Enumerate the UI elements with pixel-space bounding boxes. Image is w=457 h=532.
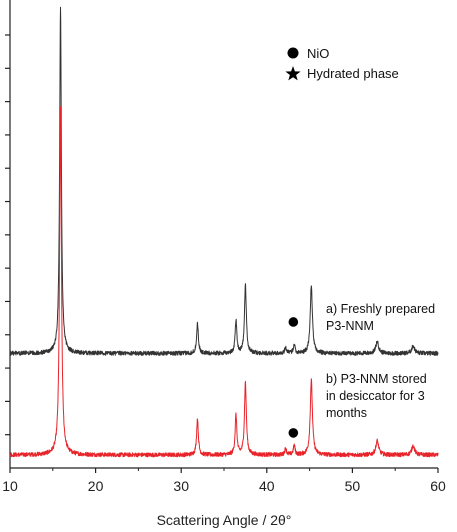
nio-marker xyxy=(288,428,299,438)
x-tick-label: 40 xyxy=(259,478,275,494)
x-axis-title: Scattering Angle / 2θ° xyxy=(157,512,292,528)
series-line-b xyxy=(9,106,439,458)
x-tick-label: 10 xyxy=(2,478,18,494)
nio-marker xyxy=(288,317,299,327)
x-tick-label: 20 xyxy=(88,478,104,494)
annotation-b-line-3: months xyxy=(326,406,367,420)
legend: NiO Hydrated phase xyxy=(285,46,399,81)
annotation-a: a) Freshly prepared P3-NNM xyxy=(326,302,435,333)
x-tick-label: 30 xyxy=(173,478,189,494)
series-layer xyxy=(9,6,439,458)
series-line-a xyxy=(9,6,439,356)
markers-layer xyxy=(288,317,299,438)
x-ticks xyxy=(9,468,439,473)
annotation-b: b) P3-NNM stored in desiccator for 3 mon… xyxy=(326,372,427,420)
annotation-b-line-1: b) P3-NNM stored xyxy=(326,372,427,386)
x-tick-labels: 10 20 30 40 50 60 xyxy=(2,478,446,494)
legend-star-icon xyxy=(285,66,301,81)
annotation-b-line-2: in desiccator for 3 xyxy=(326,389,425,403)
x-tick-label: 60 xyxy=(430,478,446,494)
annotation-a-line-1: a) Freshly prepared xyxy=(326,302,435,316)
annotation-a-line-2: P3-NNM xyxy=(326,319,374,333)
legend-nio-marker xyxy=(287,47,299,59)
legend-nio-label: NiO xyxy=(307,46,329,61)
legend-hydrated-label: Hydrated phase xyxy=(307,66,399,81)
y-ticks xyxy=(5,34,10,436)
x-tick-label: 50 xyxy=(345,478,361,494)
